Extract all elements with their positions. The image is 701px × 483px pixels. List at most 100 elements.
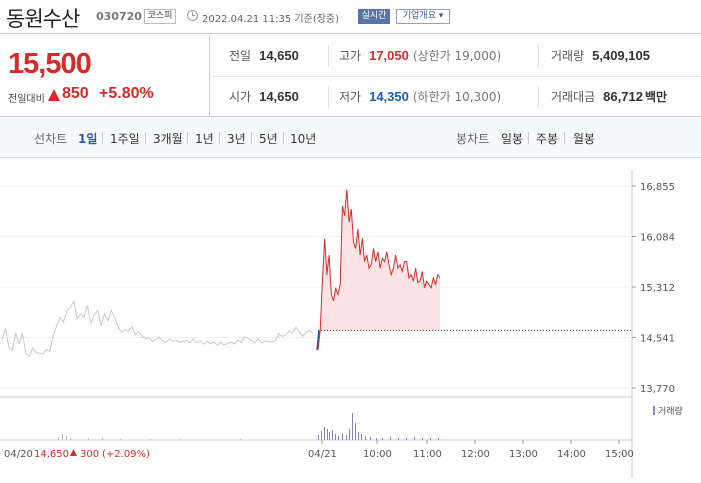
market-badge: 코스피 [144,9,176,24]
volume-bar [324,427,325,440]
stat-volume: 거래량 5,409,105 [551,35,650,76]
prev-day-change: 300 [80,449,99,460]
prev-day-price: 14,650 [34,449,69,460]
volume-bar [352,413,353,440]
stat-value: 86,712 [603,89,643,104]
volume-bar [102,438,103,440]
y-tick-label: 16,855 [640,182,675,193]
volume-bar [414,437,415,440]
prev-day-line [1,299,314,358]
change-percent: +5.80% [99,85,154,102]
volume-bar [349,429,350,440]
x-tick-label: 14:00 [557,449,586,460]
stat-value: 14,650 [259,48,299,63]
volume-bar [390,437,391,440]
stat-label: 저가 [339,90,362,104]
volume-bar [70,438,71,440]
volume-bar [346,435,347,440]
stat-unit: 백만 [644,90,668,104]
volume-bar [327,429,328,440]
period-1d[interactable]: 1일 [78,132,98,146]
price-summary: 15,500 전일대비 850 +5.80% [0,35,210,117]
change-label: 전일대비 [8,94,45,105]
stock-header: 동원수산 030720 코스피 2022.04.21 11:35 기준(장중) … [0,0,701,34]
volume-bar [406,438,407,440]
x-tick-label: 04/21 [308,449,337,460]
stock-code: 030720 [96,10,142,23]
volume-bar [150,439,151,440]
candle-monthly[interactable]: 월봉 [573,132,596,146]
volume-bar [332,430,333,440]
stat-label: 거래량 [551,49,585,63]
stat-high: 고가 17,050 (상한가 19,000) [339,35,501,76]
volume-bar [365,436,366,440]
stat-value: 5,409,105 [592,48,650,63]
today-line [317,189,441,351]
period-bar: 선차트 1일 1주일 3개월 1년 3년 5년 10년 봉차트 일봉 주봉 월봉 [0,118,701,158]
today-area [318,189,440,350]
volume-bar [240,439,241,440]
stat-value: 14,350 [369,89,409,104]
x-tick-label: 10:00 [363,449,392,460]
x-tick-label: 11:00 [413,449,442,460]
company-info-dropdown[interactable]: 기업개요 ▾ [396,9,450,24]
period-5y[interactable]: 5년 [259,132,278,146]
stat-label: 고가 [339,49,362,63]
change-value: 850 [62,85,89,102]
volume-bar [180,439,181,440]
y-tick-label: 13,770 [640,384,675,395]
y-tick-label: 16,084 [640,233,675,244]
volume-bar [321,431,322,440]
prev-day-up-icon [70,449,77,456]
stat-value: 14,650 [259,89,299,104]
stat-amount: 거래대금 86,712 백만 [551,76,667,117]
x-tick-label: 15:00 [605,449,634,460]
prev-day-date: 04/20 [4,449,33,460]
volume-bar [342,433,343,440]
stat-prev-close: 전일 14,650 [229,35,299,76]
y-tick-label: 15,312 [640,283,675,294]
volume-bar [382,438,383,440]
period-1w[interactable]: 1주일 [110,132,140,146]
price-chart-svg: 16,855 16,084 15,312 14,541 13,770 거래량 04/21 10… [0,158,701,483]
volume-legend-label: 거래량 [658,405,683,417]
up-triangle-icon [48,89,60,101]
volume-bar [376,438,377,440]
open-tick [316,330,320,351]
volume-bar [438,438,439,440]
candle-weekly[interactable]: 주봉 [536,132,559,146]
timestamp: 2022.04.21 11:35 기준(장중) [202,14,340,25]
volume-bar [58,437,59,440]
price-chart[interactable]: 16,855 16,084 15,312 14,541 13,770 거래량 04/21 10… [0,158,701,483]
stat-sub: (상한가 19,000) [412,49,502,63]
volume-bar [335,434,336,440]
volume-bar [120,439,121,440]
volume-bar [422,438,423,440]
x-tick-label: 13:00 [509,449,538,460]
period-10y[interactable]: 10년 [290,132,317,146]
period-1y[interactable]: 1년 [195,132,214,146]
candle-daily[interactable]: 일봉 [501,132,524,146]
volume-bar [370,437,371,440]
volume-bar [338,436,339,440]
volume-bar [318,435,319,440]
x-tick-label: 12:00 [461,449,490,460]
stat-sub: (하한가 10,300) [412,90,502,104]
line-chart-label: 선차트 [34,132,68,146]
stock-name: 동원수산 [6,7,80,31]
volume-bar [88,438,89,440]
volume-bar [398,438,399,440]
volume-legend-swatch [653,406,655,415]
stats-grid: 전일 14,650 고가 17,050 (상한가 19,000) 거래량 5,409,1… [211,35,701,117]
period-3y[interactable]: 3년 [227,132,246,146]
realtime-button[interactable]: 실시간 [358,9,390,24]
volume-bar [430,438,431,440]
volume-bar [66,436,67,440]
stat-open: 시가 14,650 [229,76,299,117]
stat-label: 전일 [229,49,252,63]
period-3m[interactable]: 3개월 [153,132,183,146]
prev-day-pct: (+2.09%) [102,449,150,460]
y-tick-label: 14,541 [640,334,675,345]
candle-chart-label: 봉차트 [456,132,490,146]
volume-bar [355,423,356,440]
